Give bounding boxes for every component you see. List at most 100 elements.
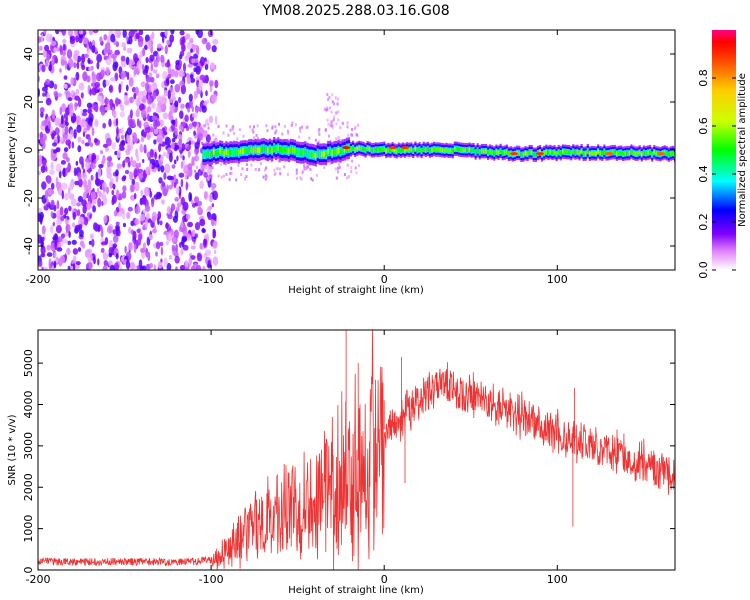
signal-cell [248, 147, 251, 153]
signal-cell [360, 146, 363, 151]
noise-cell [61, 190, 64, 200]
noise-cell [44, 62, 49, 67]
noise-cell [211, 166, 214, 170]
signal-cell [206, 150, 209, 157]
noise-cell [83, 121, 88, 128]
noise-cell [232, 127, 235, 131]
noise-cell [46, 244, 51, 251]
noise-cell [287, 129, 289, 133]
signal-cell [227, 150, 230, 156]
noise-cell [204, 63, 209, 70]
noise-cell [326, 93, 329, 96]
noise-cell [91, 87, 97, 96]
noise-cell [318, 127, 321, 131]
noise-cell [130, 156, 133, 163]
noise-cell [201, 228, 206, 233]
noise-cell [212, 232, 216, 239]
y-tick-label: -20 [22, 189, 35, 207]
noise-cell [301, 171, 304, 175]
noise-cell [256, 124, 259, 128]
noise-cell [63, 147, 69, 153]
noise-cell [151, 215, 157, 223]
signal-cell [254, 146, 257, 153]
noise-cell [40, 111, 44, 118]
noise-cell [157, 52, 160, 63]
signal-cell [329, 148, 332, 155]
signal-cell [235, 149, 238, 155]
noise-cell [212, 133, 215, 137]
signal-cell [615, 151, 618, 156]
noise-cell [328, 134, 330, 138]
signal-cell [457, 147, 461, 152]
noise-cell [287, 131, 290, 135]
noise-cell [129, 171, 134, 181]
noise-cell [66, 247, 71, 255]
noise-cell [118, 83, 122, 94]
noise-cell [347, 133, 350, 137]
noise-cell [94, 81, 101, 88]
noise-cell [202, 168, 205, 172]
signal-cell [555, 152, 558, 156]
noise-cell [111, 190, 115, 195]
noise-cell [161, 199, 165, 205]
noise-cell [348, 174, 350, 178]
noise-cell [38, 171, 41, 176]
noise-cell [264, 174, 267, 178]
noise-cell [167, 147, 172, 154]
noise-cell [138, 90, 144, 100]
noise-cell [124, 169, 130, 175]
signal-cell [295, 149, 299, 155]
noise-cell [346, 163, 349, 167]
noise-cell [337, 118, 340, 122]
signal-cell [368, 147, 371, 151]
noise-cell [73, 53, 78, 61]
noise-cell [167, 214, 173, 220]
noise-cell [63, 51, 66, 56]
peak-mark [536, 152, 544, 156]
signal-cell [223, 150, 226, 157]
signal-cell [372, 148, 375, 152]
noise-cell [199, 180, 204, 189]
noise-cell [98, 164, 104, 169]
signal-cell [472, 148, 475, 152]
noise-cell [132, 230, 137, 241]
noise-cell [203, 129, 208, 138]
signal-cell [647, 150, 650, 155]
noise-cell [121, 42, 126, 48]
noise-cell [350, 166, 353, 170]
noise-cell [324, 128, 327, 132]
noise-cell [112, 243, 118, 248]
noise-cell [325, 108, 328, 112]
noise-cell [86, 43, 90, 52]
signal-cell [588, 151, 591, 156]
noise-cell [72, 263, 76, 270]
noise-cell [278, 122, 281, 126]
signal-cell [671, 151, 675, 155]
noise-cell [78, 82, 85, 91]
noise-cell [91, 45, 96, 54]
signal-cell [291, 147, 294, 153]
noise-cell [189, 73, 194, 79]
signal-cell [667, 152, 670, 157]
noise-cell [170, 119, 177, 125]
signal-cell [669, 151, 672, 156]
noise-cell [161, 33, 165, 44]
noise-cell [163, 257, 168, 268]
noise-cell [66, 49, 73, 59]
noise-cell [358, 164, 360, 168]
noise-cell [153, 264, 157, 270]
noise-cell [264, 177, 267, 181]
noise-cell [112, 110, 117, 119]
noise-cell [134, 168, 138, 178]
signal-cell [219, 148, 222, 154]
x-tick-label: 100 [547, 573, 568, 586]
signal-cell [349, 147, 353, 152]
noise-cell [166, 184, 169, 193]
noise-cell [106, 137, 112, 147]
noise-cell [339, 138, 342, 142]
noise-cell [104, 106, 110, 111]
signal-cell [613, 150, 616, 154]
noise-cell [94, 120, 99, 127]
signal-cell [534, 152, 537, 157]
noise-cell [76, 61, 80, 70]
